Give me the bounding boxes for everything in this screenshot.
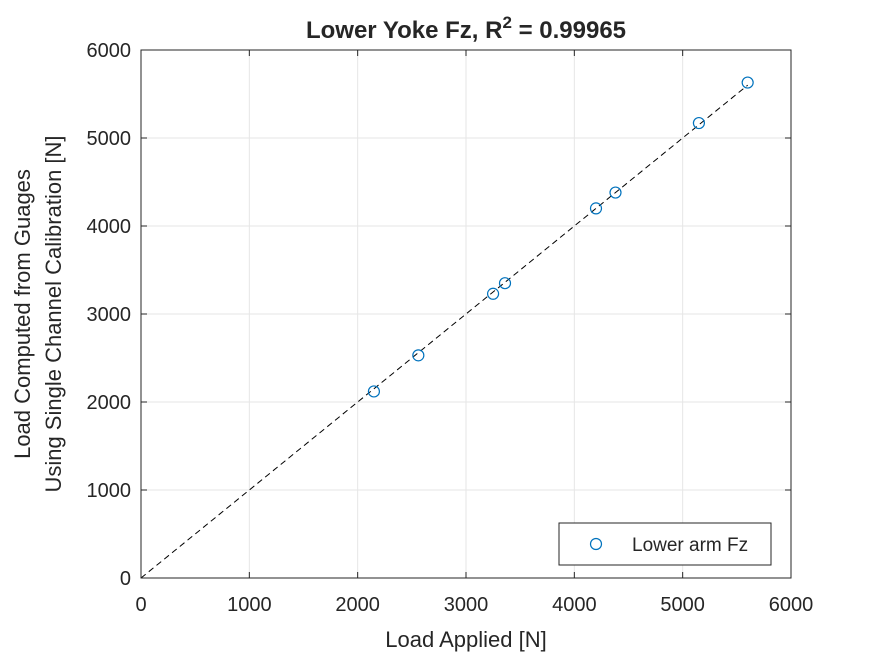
y-tick-label: 4000 [87, 216, 132, 238]
x-tick-label: 1000 [227, 594, 272, 616]
legend-label: Lower arm Fz [632, 535, 748, 556]
reference-line-group [140, 84, 748, 579]
data-point [692, 116, 706, 130]
x-tick-label: 0 [135, 594, 146, 616]
data-point [741, 76, 754, 89]
y-tick-label: 0 [120, 568, 131, 590]
data-point [609, 186, 622, 199]
legend-marker [589, 537, 603, 551]
data-point [412, 349, 425, 362]
y-tick-label: 6000 [87, 40, 132, 62]
data-point [589, 202, 603, 215]
title-suffix: = 0.99965 [512, 17, 626, 44]
x-tick-label: 2000 [335, 594, 380, 616]
y-axis-label-line1: Load Computed from Guages [10, 169, 35, 459]
reference-line [140, 84, 748, 579]
data-point [367, 385, 381, 398]
legend-box [558, 522, 772, 566]
x-axis-label: Load Applied [N] [385, 627, 546, 652]
x-tick-label: 3000 [444, 594, 489, 616]
x-tick-label: 6000 [769, 594, 814, 616]
axis-ticks: 0 1000 2000 3000 4000 5000 6000 0 1000 2000 3000 40… [87, 40, 814, 616]
data-point [498, 277, 512, 290]
data-point [486, 287, 500, 300]
y-axis-label-line2: Using Single Channel Calibration [N] [41, 135, 66, 492]
y-tick-label: 1000 [87, 480, 132, 502]
y-tick-label: 2000 [87, 392, 132, 414]
chart-title: Lower Yoke Fz, R2 = 0.99965 [306, 13, 626, 44]
data-points [367, 76, 754, 398]
legend: Lower arm Fz [558, 522, 772, 566]
y-tick-label: 3000 [87, 304, 132, 326]
title-superscript: 2 [502, 13, 511, 32]
x-tick-label: 4000 [552, 594, 597, 616]
x-tick-label: 5000 [660, 594, 705, 616]
y-tick-label: 5000 [87, 128, 132, 150]
